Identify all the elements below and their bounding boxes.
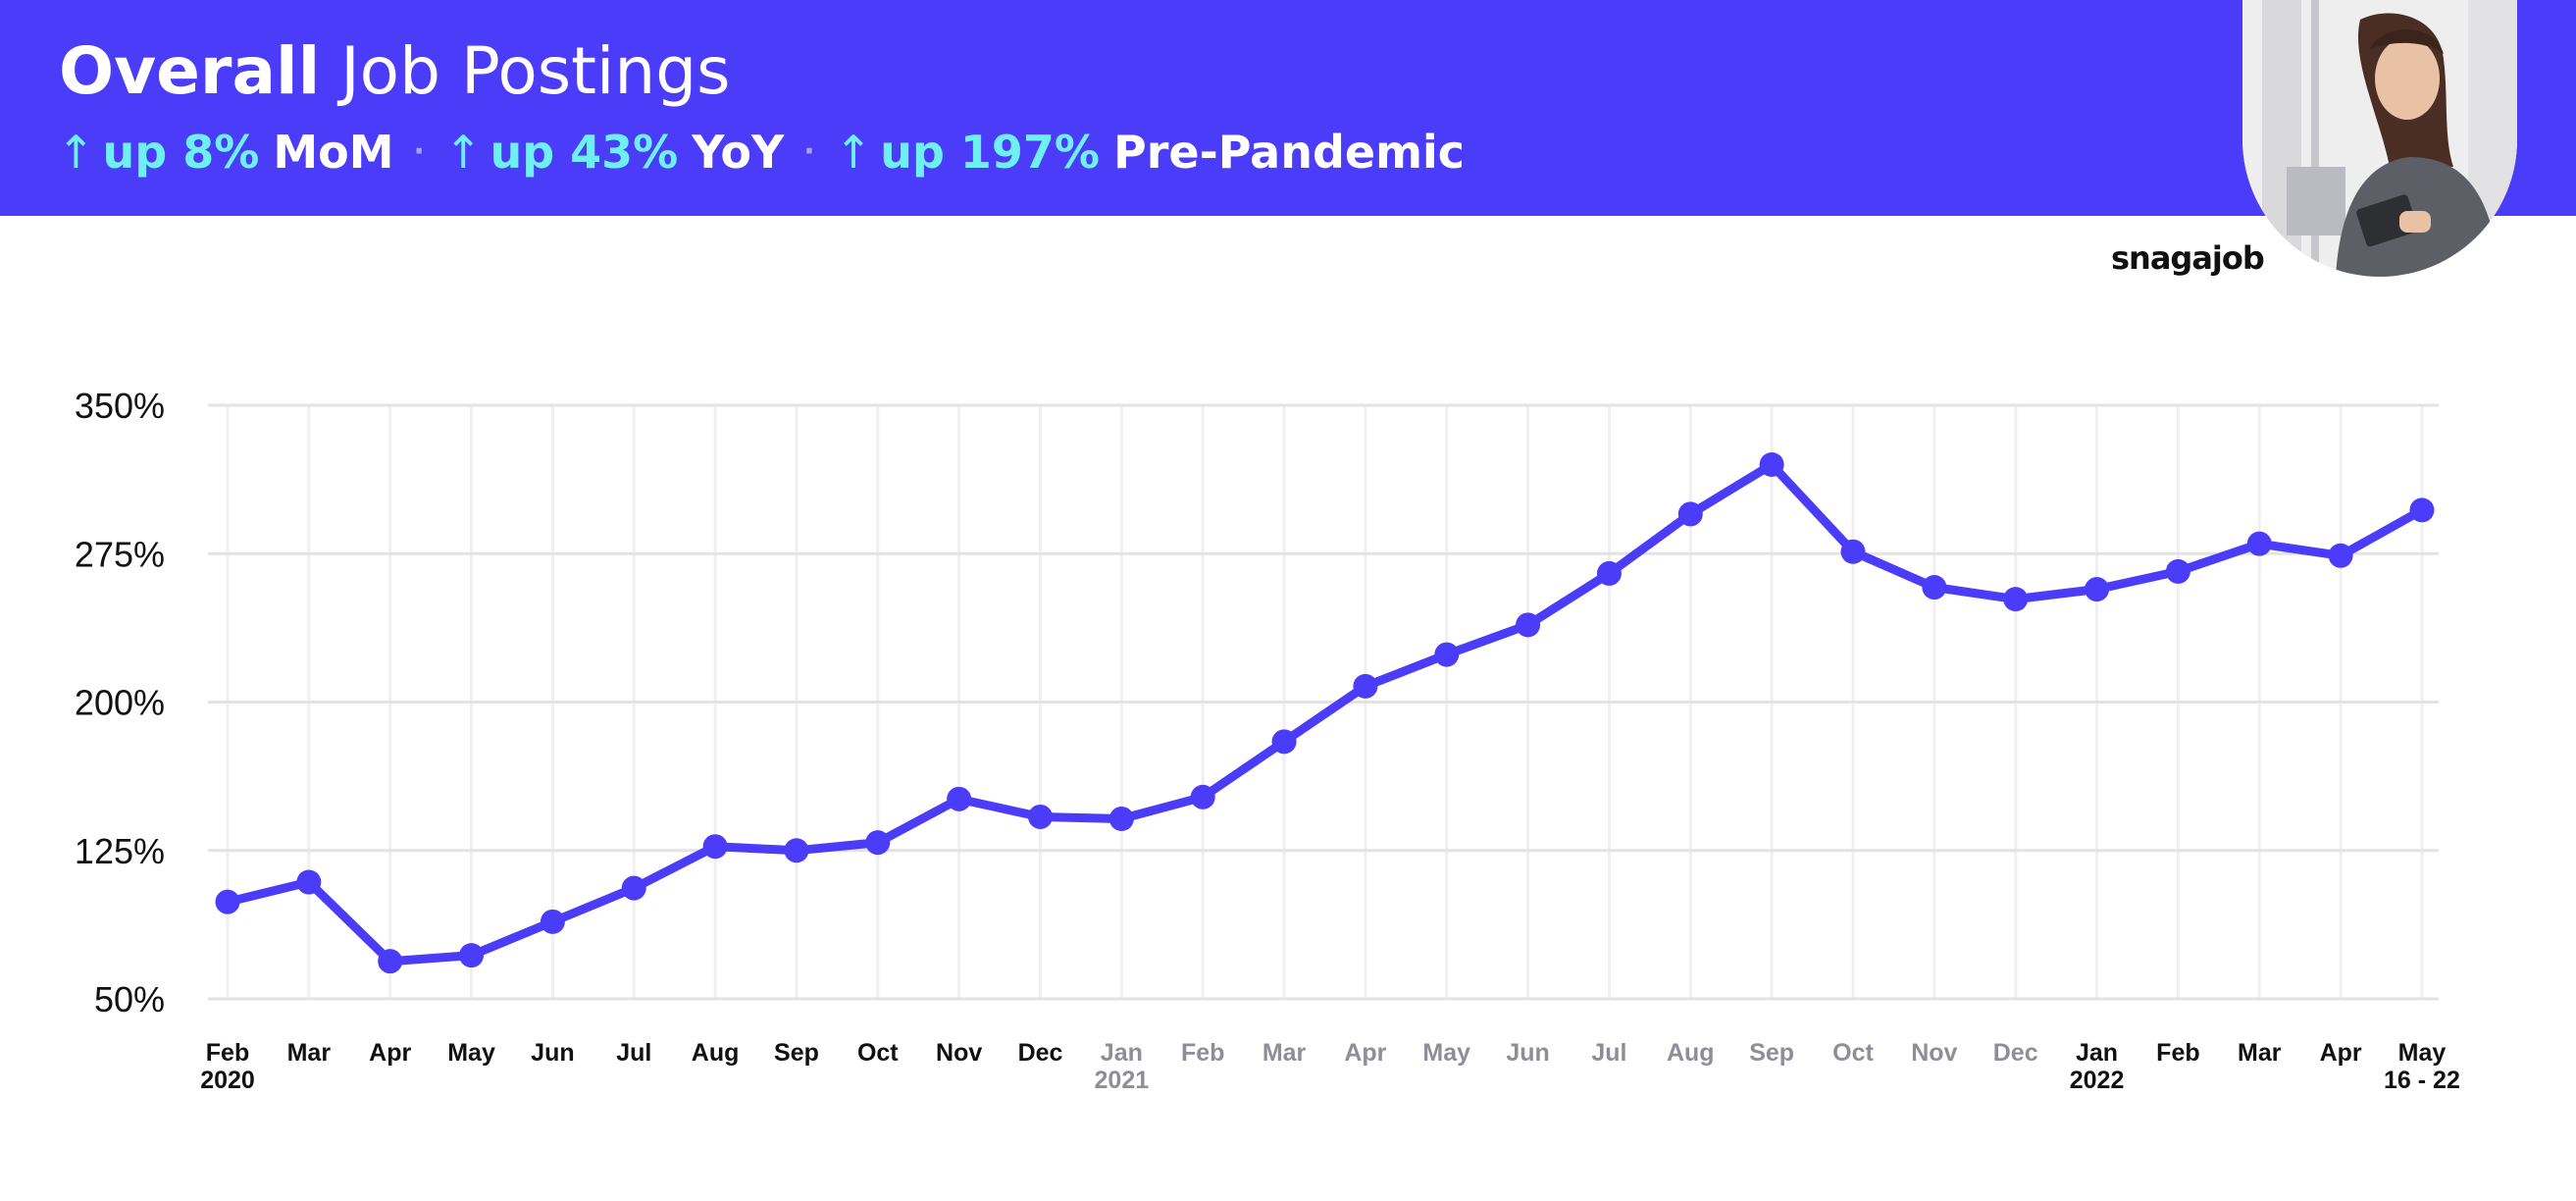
separator-dot: · <box>413 134 425 169</box>
x-tick-month: May <box>447 1039 495 1067</box>
x-tick-month: Sep <box>774 1039 819 1067</box>
x-tick-month: May <box>2398 1039 2447 1067</box>
up-arrow-icon: ↑ <box>57 126 95 179</box>
data-point <box>947 786 972 811</box>
x-tick-month: Feb <box>2156 1039 2199 1067</box>
stat-mom: ↑ up 8% MoM <box>57 120 394 184</box>
up-arrow-icon: ↑ <box>443 126 483 179</box>
x-tick-year: 2021 <box>1095 1067 1150 1094</box>
x-tick-month: Nov <box>1911 1039 1957 1067</box>
data-point <box>1353 673 1378 699</box>
header-banner: Overall Job Postings ↑ up 8% MoM · ↑ up … <box>0 0 2576 216</box>
data-point <box>2328 543 2353 568</box>
brand-logo: snagajob <box>2111 239 2265 277</box>
data-point <box>2409 497 2435 523</box>
data-point <box>1677 501 1703 527</box>
stat-yoy: ↑ up 43% YoY <box>444 120 784 184</box>
data-point <box>2246 531 2272 556</box>
stat-pre-pandemic-label: Pre-Pandemic <box>1113 126 1466 179</box>
data-point <box>784 838 809 863</box>
x-tick-year: 2022 <box>2070 1067 2125 1094</box>
data-point <box>865 830 891 856</box>
separator-dot: · <box>803 134 815 169</box>
stat-pre-pandemic-value: up 197% <box>880 126 1101 179</box>
x-tick-month: Feb <box>1181 1039 1224 1067</box>
stat-yoy-value: up 43% <box>489 126 679 179</box>
data-point <box>1108 806 1134 831</box>
horizontal-gridlines <box>208 403 2439 1001</box>
data-point <box>296 869 322 895</box>
x-tick-month: Apr <box>369 1039 411 1067</box>
data-point <box>540 909 565 934</box>
data-point <box>1922 575 1947 600</box>
x-tick-month: Oct <box>857 1039 899 1067</box>
up-arrow-icon: ↑ <box>834 126 873 179</box>
data-point <box>1840 539 1866 564</box>
x-tick-year: 2020 <box>200 1067 255 1094</box>
x-tick-month: Jul <box>616 1039 651 1067</box>
data-point <box>1028 804 1053 829</box>
x-tick-month: Dec <box>1993 1039 2038 1067</box>
y-tick-label: 350% <box>75 386 165 426</box>
data-point <box>1271 729 1297 755</box>
x-tick-month: Sep <box>1749 1039 1794 1067</box>
x-tick-month: Mar <box>2238 1039 2282 1067</box>
x-tick-month: Jun <box>1506 1039 1549 1067</box>
title-bold: Overall <box>59 33 321 109</box>
x-tick-month: Nov <box>936 1039 982 1067</box>
y-tick-label: 200% <box>75 683 165 723</box>
data-point <box>1759 452 1784 477</box>
data-point <box>459 943 485 968</box>
x-tick-month: May <box>1422 1039 1470 1067</box>
data-point <box>378 949 403 974</box>
data-point <box>621 875 646 901</box>
x-tick-month: Aug <box>1667 1039 1715 1067</box>
y-tick-label: 275% <box>75 534 165 574</box>
y-axis-ticks: 50% 125% 200% 275% 350% <box>75 386 165 1019</box>
x-tick-month: Jan <box>2076 1039 2118 1067</box>
data-point <box>1434 642 1460 667</box>
stat-mom-value: up 8% <box>102 126 260 179</box>
stat-mom-label: MoM <box>273 126 394 179</box>
x-tick-month: Mar <box>287 1039 332 1067</box>
data-point <box>1190 784 1215 809</box>
data-point <box>702 834 728 860</box>
x-tick-month: Apr <box>2320 1039 2362 1067</box>
x-tick-month: Mar <box>1262 1039 1307 1067</box>
x-tick-month: Feb <box>206 1039 249 1067</box>
data-point <box>1596 560 1622 586</box>
data-point <box>2085 577 2110 602</box>
x-tick-month: Jul <box>1591 1039 1626 1067</box>
data-points <box>215 452 2435 974</box>
data-point <box>2003 587 2029 612</box>
x-tick-month: Apr <box>1344 1039 1386 1067</box>
x-tick-year: 16 - 22 <box>2384 1067 2460 1094</box>
data-point <box>2165 558 2190 584</box>
y-tick-label: 50% <box>94 979 165 1019</box>
stats-row: ↑ up 8% MoM · ↑ up 43% YoY · ↑ up 197% P… <box>57 120 1465 184</box>
data-point <box>215 889 240 914</box>
title-light: Job Postings <box>340 33 731 109</box>
x-tick-month: Jun <box>531 1039 574 1067</box>
x-tick-month: Jan <box>1101 1039 1143 1067</box>
data-point <box>1516 612 1541 638</box>
y-tick-label: 125% <box>75 831 165 871</box>
x-tick-month: Dec <box>1018 1039 1063 1067</box>
person-illustration <box>2242 0 2517 277</box>
series-line <box>223 460 2427 966</box>
page-title: Overall Job Postings <box>59 31 730 112</box>
x-tick-month: Oct <box>1832 1039 1874 1067</box>
stat-pre-pandemic: ↑ up 197% Pre-Pandemic <box>835 120 1465 184</box>
stat-yoy-label: YoY <box>692 126 785 179</box>
person-photo <box>2242 0 2517 277</box>
x-tick-month: Aug <box>692 1039 740 1067</box>
